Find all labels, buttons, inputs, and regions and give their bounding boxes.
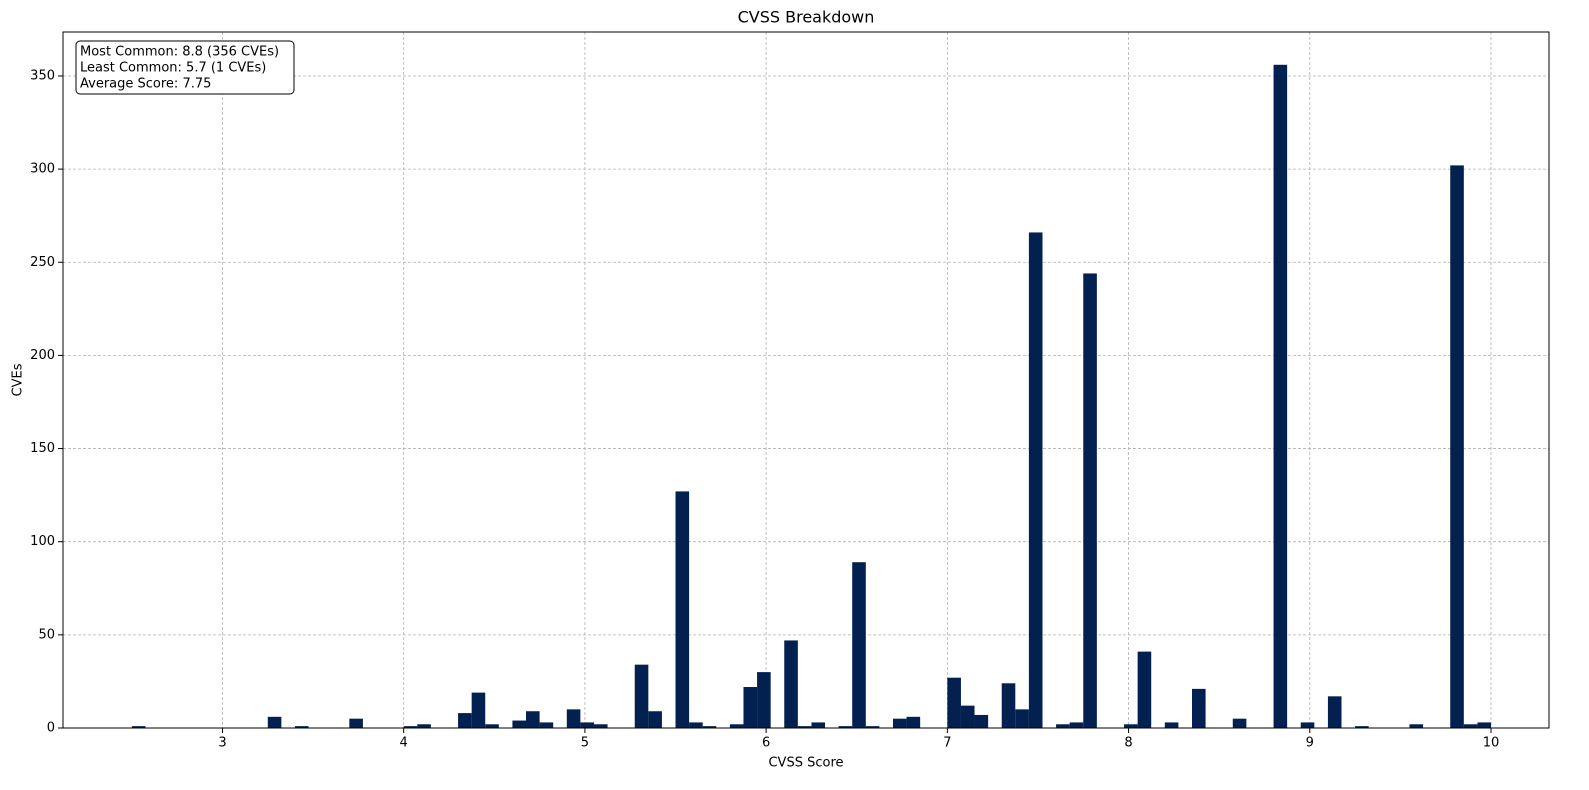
y-tick-label: 50 <box>38 627 55 642</box>
x-tick-label: 7 <box>943 736 951 751</box>
bar <box>1273 64 1288 728</box>
bar <box>838 726 853 728</box>
x-tick-label: 4 <box>400 736 408 751</box>
bar <box>580 722 594 728</box>
y-tick-label: 200 <box>30 348 55 363</box>
bar <box>1355 726 1369 728</box>
bar <box>1015 709 1029 728</box>
bar <box>417 724 431 728</box>
bar <box>960 705 975 728</box>
bar <box>852 562 866 728</box>
y-tick-label: 150 <box>30 441 55 456</box>
bar <box>1028 232 1043 728</box>
bar <box>1191 688 1206 728</box>
bar <box>403 726 418 728</box>
plot-frame <box>62 31 1550 729</box>
bar <box>1069 722 1084 728</box>
bar <box>743 687 758 728</box>
bar <box>512 720 527 728</box>
bar <box>892 718 907 728</box>
x-axis-label: CVSS Score <box>768 756 843 771</box>
bar <box>1409 724 1424 728</box>
bar <box>1164 722 1179 728</box>
bar <box>1232 718 1247 728</box>
bar <box>811 722 826 728</box>
bar <box>485 724 499 728</box>
annotation-line: Least Common: 5.7 (1 CVEs) <box>80 61 266 76</box>
bar <box>1124 724 1138 728</box>
bar <box>865 726 880 728</box>
bar <box>349 718 363 728</box>
bar <box>1477 722 1492 728</box>
x-tick-label: 5 <box>581 736 589 751</box>
bar <box>566 709 581 728</box>
bar <box>1137 651 1152 728</box>
bar <box>526 711 540 728</box>
bar <box>294 726 309 728</box>
bar <box>593 724 608 728</box>
x-tick-label: 9 <box>1306 736 1314 751</box>
y-tick-label: 300 <box>30 162 55 177</box>
chart-title: CVSS Breakdown <box>738 8 875 27</box>
x-tick-label: 3 <box>218 736 226 751</box>
bar <box>471 692 486 728</box>
bar <box>947 677 961 728</box>
annotation-box <box>75 40 295 95</box>
bar <box>539 722 554 728</box>
bar <box>797 726 812 728</box>
bar <box>675 491 690 728</box>
bar <box>1327 696 1342 728</box>
annotation-line: Most Common: 8.8 (356 CVEs) <box>80 45 279 60</box>
bar <box>729 724 744 728</box>
bar <box>1450 165 1464 728</box>
x-tick-label: 6 <box>762 736 770 751</box>
y-tick-label: 250 <box>30 255 55 270</box>
bar <box>784 640 798 728</box>
bar <box>458 713 472 728</box>
bar <box>689 722 703 728</box>
bar <box>757 672 771 728</box>
bar <box>1300 722 1315 728</box>
bar <box>974 714 989 728</box>
annotation-line: Average Score: 7.75 <box>80 77 211 92</box>
bar <box>267 716 282 728</box>
bar <box>1083 273 1097 728</box>
y-tick-label: 350 <box>30 68 55 83</box>
bar <box>702 726 717 728</box>
y-tick-label: 100 <box>30 534 55 549</box>
bar <box>131 726 146 728</box>
bar <box>1463 724 1478 728</box>
y-axis-label: CVEs <box>11 363 26 396</box>
bar <box>634 664 649 728</box>
x-tick-label: 10 <box>1483 736 1500 751</box>
x-tick-label: 8 <box>1124 736 1132 751</box>
y-tick-label: 0 <box>47 721 55 736</box>
bar <box>1056 724 1070 728</box>
bar <box>1001 683 1016 728</box>
bar <box>906 716 921 728</box>
bar <box>648 711 662 728</box>
